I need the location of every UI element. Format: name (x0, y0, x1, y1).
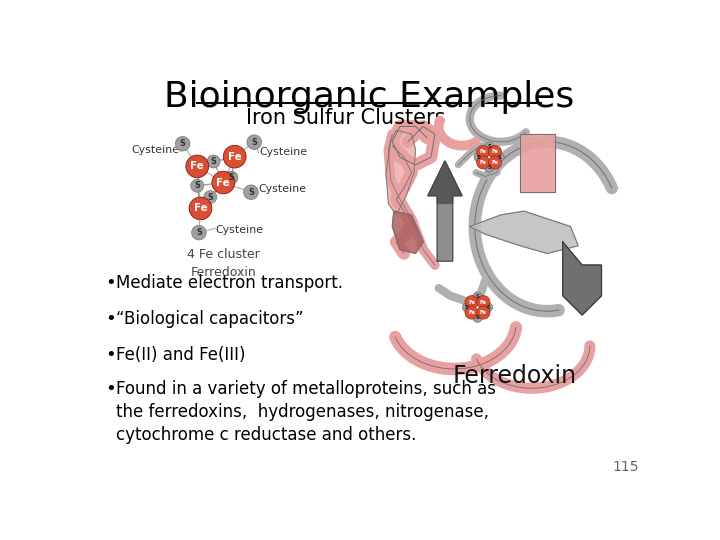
Circle shape (204, 191, 217, 204)
Text: S: S (477, 154, 480, 160)
Text: “Biological capacitors”: “Biological capacitors” (117, 310, 304, 328)
Text: S: S (476, 315, 480, 320)
Polygon shape (520, 134, 555, 192)
Text: 115: 115 (612, 461, 639, 475)
Text: S: S (251, 138, 257, 146)
Circle shape (485, 163, 494, 172)
Circle shape (473, 292, 482, 301)
Polygon shape (386, 130, 415, 215)
Text: •: • (106, 380, 116, 398)
Text: •: • (106, 274, 116, 292)
Circle shape (462, 303, 472, 312)
Polygon shape (428, 161, 462, 204)
Polygon shape (563, 242, 601, 315)
Text: Fe: Fe (480, 300, 487, 305)
Circle shape (191, 179, 204, 192)
Text: Fe: Fe (217, 178, 230, 187)
Text: Fe: Fe (468, 300, 475, 305)
Text: S: S (180, 139, 186, 148)
Circle shape (225, 171, 238, 184)
Circle shape (474, 153, 483, 162)
Text: S: S (228, 173, 235, 182)
Text: S: S (196, 228, 202, 237)
Circle shape (189, 197, 212, 220)
Circle shape (477, 306, 490, 319)
Circle shape (186, 155, 209, 178)
Text: Found in a variety of metalloproteins, such as
the ferredoxins,  hydrogenases, n: Found in a variety of metalloproteins, s… (117, 380, 496, 443)
Text: Cysteine: Cysteine (260, 146, 307, 157)
Text: Cysteine: Cysteine (215, 225, 264, 234)
Circle shape (465, 306, 478, 319)
Text: Fe: Fe (228, 152, 241, 161)
Text: 4 Fe cluster
Ferredoxin: 4 Fe cluster Ferredoxin (187, 248, 260, 279)
Text: S: S (210, 157, 217, 166)
Text: Fe: Fe (492, 160, 498, 165)
Text: Ferredoxin: Ferredoxin (453, 363, 577, 388)
Text: S: S (487, 165, 491, 170)
Circle shape (192, 225, 206, 240)
Text: S: S (486, 305, 490, 310)
Text: Fe(II) and Fe(III): Fe(II) and Fe(III) (117, 346, 246, 364)
Polygon shape (428, 161, 462, 261)
Circle shape (465, 295, 478, 309)
Circle shape (247, 135, 261, 150)
Text: S: S (487, 144, 491, 149)
Text: S: S (248, 188, 254, 197)
Circle shape (488, 145, 502, 159)
Circle shape (477, 145, 490, 159)
Text: S: S (465, 305, 469, 310)
Text: •: • (106, 310, 116, 328)
Text: Fe: Fe (194, 204, 207, 213)
Text: S: S (476, 294, 480, 299)
Text: Cysteine: Cysteine (131, 145, 179, 156)
Circle shape (223, 145, 246, 168)
Text: Cysteine: Cysteine (258, 184, 307, 194)
Text: Fe: Fe (468, 310, 475, 315)
Text: Iron Sulfur Clusters: Iron Sulfur Clusters (246, 108, 446, 128)
Circle shape (212, 171, 235, 194)
Circle shape (207, 155, 220, 168)
Circle shape (483, 303, 492, 312)
Text: Fe: Fe (480, 160, 487, 165)
Text: Bioinorganic Examples: Bioinorganic Examples (164, 80, 574, 114)
Circle shape (473, 313, 482, 322)
Text: S: S (498, 154, 502, 160)
Text: S: S (194, 181, 200, 190)
Circle shape (175, 137, 190, 151)
Text: Fe: Fe (492, 150, 498, 154)
Text: Fe: Fe (191, 161, 204, 171)
Text: Mediate electron transport.: Mediate electron transport. (117, 274, 343, 292)
Text: Fe: Fe (480, 150, 487, 154)
Text: Fe: Fe (480, 310, 487, 315)
Circle shape (477, 156, 490, 169)
Text: S: S (207, 193, 213, 201)
Circle shape (485, 142, 494, 151)
Text: •: • (106, 346, 116, 364)
Circle shape (243, 185, 258, 199)
Circle shape (495, 153, 504, 162)
Circle shape (477, 295, 490, 309)
Polygon shape (392, 211, 423, 253)
Polygon shape (469, 211, 578, 253)
Circle shape (488, 156, 502, 169)
